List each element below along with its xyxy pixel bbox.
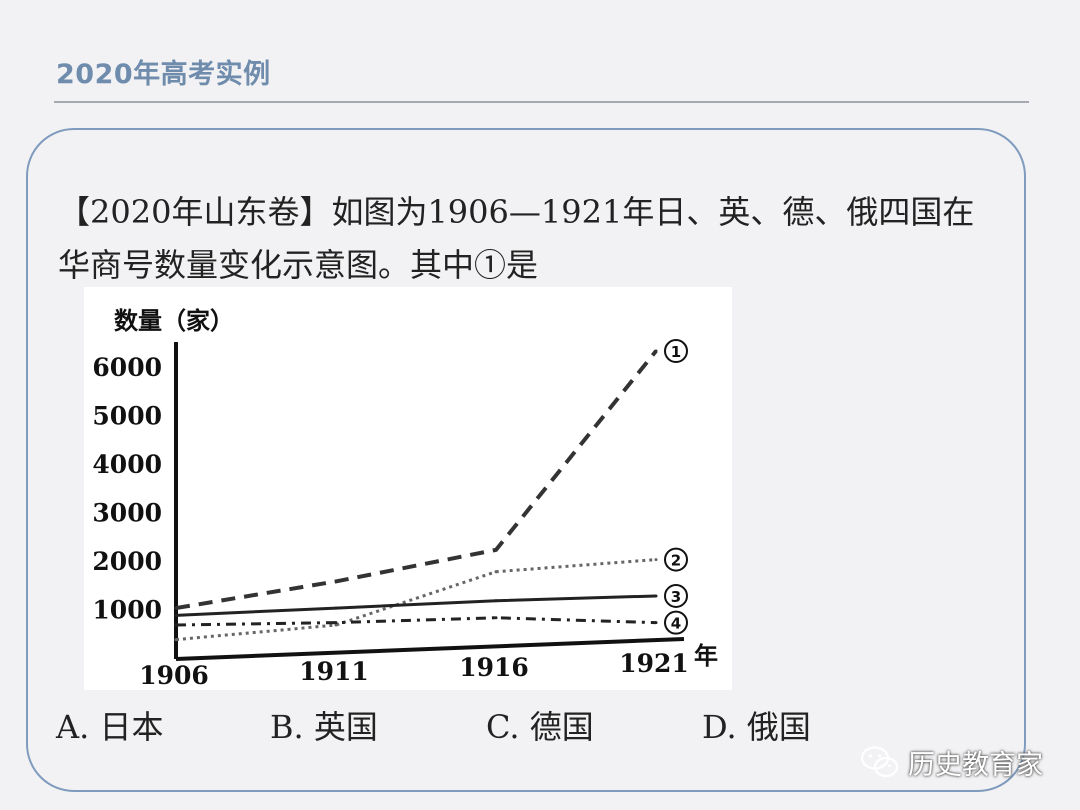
option-d-text: 俄国 bbox=[746, 708, 811, 746]
x-tick-label: 1906 bbox=[139, 661, 209, 690]
option-a-label: A. bbox=[56, 708, 90, 746]
series-marker-label: 3 bbox=[671, 588, 681, 606]
data-point bbox=[494, 548, 498, 552]
option-c-text: 德国 bbox=[529, 708, 594, 746]
series-line-1 bbox=[175, 349, 658, 611]
series-marker-label: 2 bbox=[671, 552, 681, 570]
data-point bbox=[174, 623, 178, 627]
watermark-text: 历史教育家 bbox=[908, 749, 1043, 781]
y-tick-label: 6000 bbox=[92, 353, 162, 382]
series-marker-label: 4 bbox=[671, 615, 681, 633]
data-point bbox=[174, 638, 178, 642]
chart-svg: 数量（家） 年 1000 2000 3000 4000 5000 6000 1906 191… bbox=[92, 307, 718, 690]
series-marker-label: 1 bbox=[671, 343, 681, 361]
wechat-icon bbox=[860, 746, 899, 778]
series-marker-circle bbox=[664, 547, 688, 572]
line-chart: 数量（家） 年 1000 2000 3000 4000 5000 6000 1906 191… bbox=[84, 287, 732, 690]
x-axis-label: 年 bbox=[694, 642, 718, 670]
data-point bbox=[654, 594, 658, 598]
y-tick-label: 3000 bbox=[92, 499, 162, 528]
series-marker-circle bbox=[664, 610, 688, 635]
option-b-text: 英国 bbox=[313, 708, 378, 746]
y-tick-label: 5000 bbox=[92, 402, 162, 431]
x-tick-label: 1911 bbox=[299, 657, 369, 686]
option-a[interactable]: A. 日本 bbox=[56, 702, 163, 748]
x-tick-label: 1921 bbox=[619, 649, 689, 678]
data-point bbox=[494, 616, 498, 620]
data-point bbox=[654, 558, 658, 562]
data-point bbox=[174, 606, 178, 610]
watermark: 历史教育家 bbox=[860, 744, 1043, 781]
data-point bbox=[494, 599, 498, 603]
option-b-label: B. bbox=[270, 708, 304, 746]
data-point bbox=[334, 623, 338, 627]
data-point bbox=[334, 606, 338, 610]
data-point bbox=[174, 613, 178, 617]
data-point bbox=[654, 349, 658, 353]
question-card bbox=[26, 128, 1026, 792]
option-d-label: D. bbox=[702, 708, 737, 746]
series-marker-circle bbox=[664, 339, 688, 364]
question-text: 【2020年山东卷】如图为1906—1921年日、英、德、俄四国在华商号数量变化… bbox=[58, 193, 975, 284]
option-b[interactable]: B. 英国 bbox=[270, 702, 378, 748]
slide-title: 2020年高考实例 bbox=[56, 59, 271, 90]
y-tick-label: 4000 bbox=[92, 450, 162, 479]
series-marker-circle bbox=[664, 583, 688, 608]
option-d[interactable]: D. 俄国 bbox=[702, 702, 811, 748]
data-point bbox=[654, 621, 658, 625]
answer-options: A. 日本 B. 英国 C. 德国 D. 俄国 bbox=[56, 702, 956, 752]
title-divider bbox=[54, 101, 1029, 103]
option-a-text: 日本 bbox=[99, 708, 164, 746]
x-axis bbox=[175, 637, 685, 661]
option-c[interactable]: C. 德国 bbox=[486, 702, 594, 748]
x-tick-label: 1916 bbox=[459, 653, 529, 682]
y-axis-label: 数量（家） bbox=[114, 307, 234, 335]
data-point bbox=[494, 570, 498, 574]
option-c-label: C. bbox=[486, 708, 520, 746]
series-line-3 bbox=[175, 594, 657, 617]
y-tick-label: 2000 bbox=[92, 547, 162, 576]
data-point bbox=[334, 579, 338, 583]
data-point bbox=[334, 621, 338, 625]
series-line-4 bbox=[175, 616, 657, 627]
y-tick-label: 1000 bbox=[92, 596, 162, 625]
